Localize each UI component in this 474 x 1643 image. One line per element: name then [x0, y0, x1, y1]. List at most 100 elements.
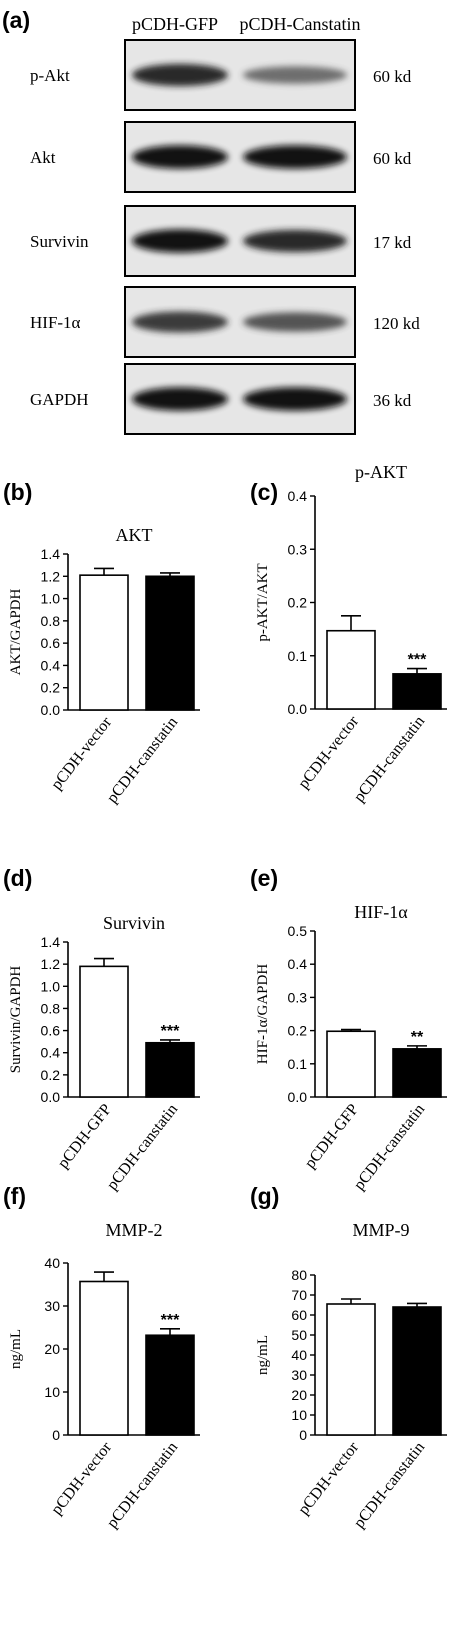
y-axis-label: ng/mL: [8, 1329, 24, 1369]
y-tick-label: 0.4: [288, 488, 308, 504]
x-category-label: pCDH-canstatin: [104, 1439, 181, 1531]
blot-protein-label: GAPDH: [30, 390, 89, 409]
bar: [79, 574, 129, 711]
y-tick-label: 0.0: [41, 1089, 61, 1105]
y-tick-label: 0.1: [288, 1056, 308, 1072]
y-tick-label: 0.0: [288, 1089, 308, 1105]
x-category-label: pCDH-vector: [48, 1438, 115, 1518]
y-tick-label: 10: [44, 1384, 60, 1400]
bar: [145, 575, 195, 711]
blot-band: [243, 312, 347, 332]
blot-size-label: 17 kd: [373, 233, 412, 252]
bar-charts: (b) AKT 0.0 0.2 0.4 0.6 0.8 1.0 1.2 1.4 AKT/GAPDH p…: [3, 462, 447, 1531]
y-tick-label: 20: [44, 1341, 60, 1357]
y-tick-label: 30: [291, 1367, 307, 1383]
bar-chart: (c) p-AKT 0.0 0.1 0.2 0.3 0.4 p-AKT/AKT pCDH-vec…: [250, 462, 447, 805]
bar: [326, 1303, 376, 1436]
blot-row: Akt 60 kd: [30, 121, 412, 193]
y-tick-label: 0.2: [288, 1023, 308, 1039]
y-tick-label: 1.0: [41, 978, 61, 994]
y-tick-label: 1.2: [41, 568, 61, 584]
y-tick-label: 70: [291, 1287, 307, 1303]
chart-title: Survivin: [103, 913, 165, 933]
y-tick-label: 1.4: [41, 546, 61, 562]
y-tick-label: 30: [44, 1298, 60, 1314]
y-tick-label: 0.2: [41, 680, 61, 696]
blot-protein-label: Survivin: [30, 232, 89, 251]
bar: [79, 965, 129, 1098]
y-tick-label: 0.8: [41, 1000, 61, 1016]
y-tick-label: 0.4: [41, 1045, 61, 1061]
y-tick-label: 0.2: [288, 595, 308, 611]
chart-title: AKT: [116, 525, 153, 545]
y-tick-label: 0.6: [41, 635, 61, 651]
chart-title: MMP-9: [352, 1220, 409, 1240]
bar: [326, 1030, 376, 1098]
blot-band: [243, 66, 347, 84]
x-category-label: pCDH-canstatin: [351, 1101, 428, 1193]
blot-row: HIF-1α 120 kd: [30, 286, 420, 358]
panel-label: (d): [3, 865, 32, 891]
y-tick-label: 0.0: [288, 701, 308, 717]
chart-title: p-AKT: [355, 462, 407, 482]
bar: [392, 673, 442, 710]
y-axis-label: AKT/GAPDH: [8, 589, 24, 676]
blot-band: [243, 387, 347, 411]
chart-title: MMP-2: [105, 1220, 162, 1240]
x-category-label: pCDH-GFP: [55, 1101, 116, 1172]
bar: [326, 629, 376, 710]
bar-chart: (e) HIF-1α 0.0 0.1 0.2 0.3 0.4 0.5 HIF-1α/GAPDH p…: [250, 865, 447, 1193]
bar: [392, 1306, 442, 1436]
panel-label-a: (a): [2, 7, 30, 33]
bar-chart: (b) AKT 0.0 0.2 0.4 0.6 0.8 1.0 1.2 1.4 AKT/GAPDH p…: [3, 479, 200, 806]
bar-chart: (f) MMP-2 0 10 20 30 40 ng/mL pCDH-vector *** pCDH…: [3, 1183, 200, 1531]
y-tick-label: 10: [291, 1407, 307, 1423]
significance-label: ***: [161, 1312, 180, 1329]
x-category-label: pCDH-canstatin: [104, 714, 181, 806]
panel-label: (g): [250, 1183, 279, 1209]
bar: [145, 1334, 195, 1436]
y-tick-label: 60: [291, 1307, 307, 1323]
y-tick-label: 0: [299, 1427, 307, 1443]
x-category-label: pCDH-vector: [295, 1438, 362, 1518]
y-tick-label: 50: [291, 1327, 307, 1343]
y-axis-label: p-AKT/AKT: [255, 563, 271, 641]
panel-label: (c): [250, 479, 278, 505]
y-tick-label: 0.2: [41, 1067, 61, 1083]
blot-size-label: 60 kd: [373, 67, 412, 86]
blot-protein-label: p-Akt: [30, 66, 70, 85]
x-category-label: pCDH-GFP: [302, 1101, 363, 1172]
western-blot-panel: (a) pCDH-GFP pCDH-Canstatin p-Akt 60 kdAk…: [2, 7, 420, 435]
blot-protein-label: HIF-1α: [30, 313, 81, 332]
y-axis-label: HIF-1α/GAPDH: [255, 964, 271, 1065]
y-tick-label: 0.3: [288, 541, 308, 557]
blot-band: [132, 229, 228, 253]
y-tick-label: 0.0: [41, 702, 61, 718]
blot-protein-label: Akt: [30, 148, 56, 167]
significance-label: ***: [408, 652, 427, 669]
y-tick-label: 0: [52, 1427, 60, 1443]
y-tick-label: 0.4: [41, 657, 61, 673]
chart-title: HIF-1α: [354, 902, 408, 922]
x-category-label: pCDH-vector: [295, 712, 362, 792]
blot-band: [243, 145, 347, 169]
significance-label: **: [411, 1029, 424, 1046]
bar: [145, 1041, 195, 1098]
y-tick-label: 1.0: [41, 591, 61, 607]
x-category-label: pCDH-canstatin: [351, 1439, 428, 1531]
panel-label: (b): [3, 479, 32, 505]
blot-size-label: 120 kd: [373, 314, 420, 333]
x-category-label: pCDH-canstatin: [104, 1101, 181, 1193]
blot-row: GAPDH 36 kd: [30, 363, 412, 435]
bar: [79, 1280, 129, 1436]
blot-size-label: 36 kd: [373, 391, 412, 410]
bar: [392, 1048, 442, 1098]
blot-band: [132, 387, 228, 411]
y-tick-label: 80: [291, 1267, 307, 1283]
y-tick-label: 0.6: [41, 1023, 61, 1039]
y-tick-label: 0.4: [288, 956, 308, 972]
y-axis-label: Survivin/GAPDH: [8, 966, 24, 1074]
lane-label-2: pCDH-Canstatin: [240, 14, 361, 34]
y-tick-label: 40: [44, 1255, 60, 1271]
blot-band: [132, 311, 228, 333]
